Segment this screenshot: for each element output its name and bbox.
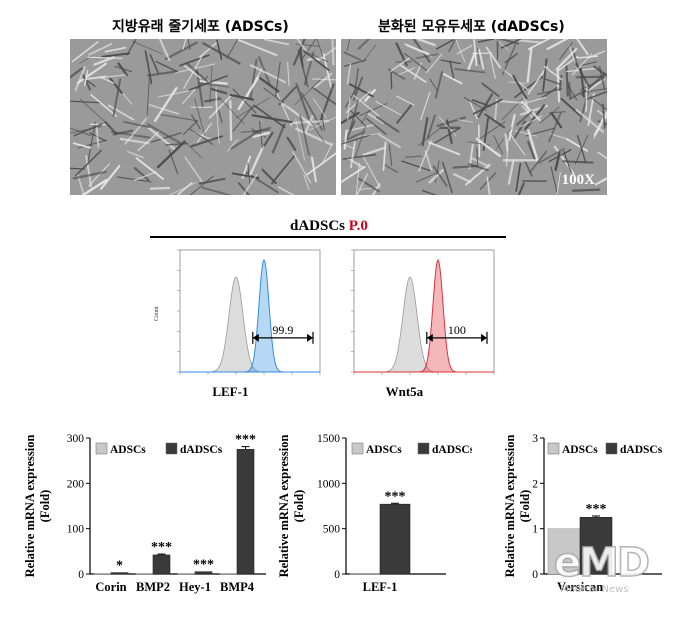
y-axis-label-line: Relative mRNA expression	[23, 435, 37, 578]
significance-label: *	[116, 559, 123, 574]
y-axis-label-line: (Fold)	[38, 490, 52, 523]
bar-dadscs	[236, 449, 255, 575]
legend-label-adscs: ADSCs	[366, 444, 402, 456]
significance-label: ***	[385, 489, 406, 504]
category-label: Versican	[557, 580, 603, 594]
significance-label: ***	[151, 540, 172, 555]
y-tick-label: 1	[532, 524, 538, 536]
significance-label: ***	[193, 558, 214, 573]
legend-label-adscs: ADSCs	[562, 444, 598, 456]
y-tick-label: 300	[67, 433, 85, 445]
y-axis-label: Relative mRNA expression(Fold)	[503, 435, 532, 578]
y-axis-label: Count	[154, 306, 160, 321]
category-label: BMP4	[220, 580, 255, 594]
bar-dadscs	[379, 503, 411, 575]
y-tick-label: 1500	[317, 433, 340, 445]
marker-histogram	[354, 258, 494, 373]
y-axis-label: Relative mRNA expression(Fold)	[23, 435, 52, 578]
gate-arrow-right	[307, 333, 313, 342]
category-label: Hey-1	[179, 580, 211, 594]
y-tick-label: 500	[323, 524, 341, 536]
legend-label-dadscs: dADSCs	[180, 444, 223, 456]
y-axis-label-line: Relative mRNA expression	[503, 435, 517, 578]
cell-texture	[70, 39, 336, 195]
gate-percent: 100	[448, 323, 466, 337]
legend-swatch-dadscs	[165, 442, 178, 455]
category-label: LEF-1	[363, 580, 398, 594]
bar-dadscs	[194, 571, 213, 575]
flow-title-suffix: P.0	[348, 218, 368, 234]
marker-histogram	[180, 258, 320, 373]
flow-panel-wnt5a: Count 100 Wnt5a	[328, 242, 502, 406]
legend-swatch-adscs	[95, 442, 108, 455]
legend-label-dadscs: dADSCs	[432, 444, 472, 456]
legend-label-adscs: ADSCs	[110, 444, 146, 456]
y-tick-label: 3	[532, 433, 538, 445]
significance-label: ***	[235, 433, 256, 448]
micrograph-background	[341, 39, 607, 195]
isotype-histogram	[354, 276, 494, 373]
flow-title-prefix: dADSCs	[290, 218, 346, 234]
y-tick-label: 0	[334, 569, 340, 581]
gate-percent: 99.9	[272, 323, 293, 337]
chart-corin-bmp: Relative mRNA expression(Fold) 0 100 200 300…	[18, 420, 276, 614]
legend-swatch-adscs	[351, 442, 364, 455]
left-micrograph-title: 지방유래 줄기세포 (ADSCs)	[112, 19, 289, 35]
legend-swatch-dadscs	[605, 442, 618, 455]
flow-panel-lef1: Count 99.9 LEF-1	[140, 242, 330, 406]
significance-label: ***	[586, 502, 607, 517]
category-label: BMP2	[136, 580, 170, 594]
y-axis-label-line: Relative mRNA expression	[277, 435, 291, 578]
right-micrograph-title: 분화된 모유두세포 (dADSCs)	[378, 19, 565, 35]
legend-swatch-dadscs	[417, 442, 430, 455]
y-tick-label: 1000	[317, 478, 340, 490]
bar-adscs	[547, 528, 581, 575]
histogram-frame	[353, 249, 495, 373]
y-axis-label: Count	[332, 306, 334, 321]
cell-texture	[341, 39, 607, 195]
y-axis-label-line: (Fold)	[518, 490, 532, 523]
y-axis-label: Relative mRNA expression(Fold)	[277, 435, 306, 578]
isotype-histogram	[180, 276, 320, 373]
flow-title: dADSCs P.0	[290, 218, 368, 235]
flow-title-rule	[150, 236, 506, 238]
bar-dadscs	[152, 554, 171, 575]
adsc-micrograph	[70, 39, 336, 195]
y-axis-label-line: (Fold)	[292, 490, 306, 523]
micrograph-background	[70, 39, 336, 195]
y-tick-label: 2	[532, 478, 538, 490]
marker-label: Wnt5a	[386, 384, 424, 399]
histogram-frame	[179, 249, 321, 373]
magnification-label: 100X	[561, 172, 595, 188]
gate-arrow-left	[426, 333, 433, 342]
y-tick-label: 0	[78, 569, 84, 581]
category-label: Corin	[95, 580, 126, 594]
bar-dadscs	[110, 572, 129, 575]
y-tick-label: 0	[532, 569, 538, 581]
legend-label-dadscs: dADSCs	[620, 444, 663, 456]
bar-dadscs	[579, 517, 613, 575]
chart-versican: Relative mRNA expression(Fold) 0 1 2 3 *** Ver…	[500, 420, 675, 614]
y-tick-label: 200	[67, 478, 85, 490]
legend-swatch-adscs	[547, 442, 560, 455]
y-tick-label: 100	[67, 524, 85, 536]
gate-arrow-left	[252, 333, 259, 342]
chart-lef1: Relative mRNA expression(Fold) 0 500 1000 15…	[272, 420, 475, 614]
dadsc-micrograph: 100X	[341, 39, 607, 195]
gate-arrow-right	[481, 333, 487, 342]
marker-label: LEF-1	[212, 384, 248, 399]
